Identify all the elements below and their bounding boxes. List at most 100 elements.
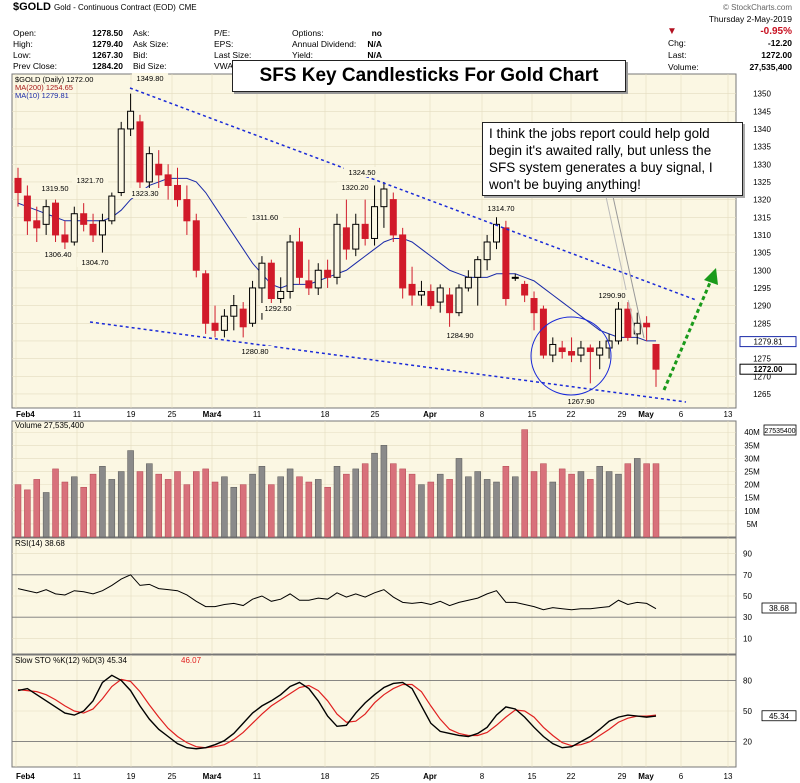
candle	[511, 273, 519, 281]
quote-field-label: Ask Size:	[133, 39, 169, 49]
candle	[267, 259, 275, 306]
candle	[539, 305, 547, 359]
candle	[202, 270, 210, 334]
price-label-bg	[76, 257, 114, 267]
candle-body	[295, 241, 303, 278]
quote-field: Last Size:	[214, 50, 284, 61]
x-tick-label-bottom: 29	[618, 772, 627, 781]
legend-entry: MA(200) 1254.65	[15, 83, 73, 92]
candle-body	[643, 322, 651, 328]
x-tick-label-bottom: Feb4	[16, 772, 35, 781]
candle	[568, 337, 576, 363]
volume-bar	[52, 468, 59, 538]
quote-field-value: 1267.30	[92, 50, 123, 60]
price-tick-label: 1270	[753, 372, 771, 381]
change-pct: -0.95%	[760, 26, 792, 37]
quote-field-label: Low:	[13, 50, 31, 60]
volume-bar	[512, 476, 519, 538]
x-tick-label-bottom: 13	[724, 772, 733, 781]
rsi-tag: 38.68	[769, 604, 790, 613]
volume-bar	[268, 484, 275, 538]
volume-bar	[249, 473, 256, 538]
price-tick-label: 1305	[753, 249, 771, 258]
annotation-box: I think the jobs report could help gold …	[482, 122, 743, 196]
candle-body	[577, 347, 585, 356]
volume-bar	[258, 466, 266, 538]
x-tick-label: 25	[168, 410, 177, 419]
price-label: 1349.80	[136, 74, 163, 83]
candle	[586, 344, 594, 384]
candle-body	[417, 290, 425, 296]
price-tag: 1279.81	[754, 338, 783, 347]
volume-bar	[33, 479, 41, 538]
candle	[436, 284, 444, 313]
rsi-tag-box	[761, 602, 797, 614]
candle	[643, 316, 651, 341]
quote-field: Yield: N/A	[292, 50, 382, 61]
quote-field-label: Annual Dividend:	[292, 39, 357, 49]
candle	[220, 309, 228, 338]
x-tick-label-bottom: 22	[567, 772, 576, 781]
price-tick-label: 1265	[753, 390, 771, 399]
quote-field: P/E:	[214, 28, 284, 39]
candle-body	[596, 347, 604, 356]
candle	[42, 199, 50, 235]
volume-bar	[652, 463, 660, 538]
quote-field-label: Options:	[292, 28, 324, 38]
price-tick-label: 1295	[753, 284, 771, 293]
candle-body	[155, 163, 163, 176]
quote-field: Ask:	[133, 28, 203, 39]
x-tick-label: 8	[480, 410, 485, 419]
x-tick-label-bottom: Mar4	[203, 772, 222, 781]
candle-body	[230, 305, 238, 317]
volume-bar	[361, 463, 369, 538]
candle	[399, 227, 407, 299]
quote-field-label: Yield:	[292, 50, 313, 60]
candle	[371, 185, 379, 246]
price-label: 1306.40	[44, 250, 71, 259]
candle	[33, 206, 41, 242]
candle-body	[568, 351, 576, 356]
candle	[127, 93, 135, 136]
rsi-line	[17, 574, 657, 611]
candle	[80, 203, 88, 232]
volume-bar	[230, 486, 238, 538]
candle-body	[614, 308, 622, 342]
volume-tick-label: 5M	[746, 520, 757, 529]
volume-bar	[540, 463, 547, 538]
price-label-bg	[593, 290, 631, 300]
candle-body	[183, 199, 191, 222]
candle-body	[455, 287, 463, 314]
candle-body	[42, 206, 50, 225]
quote-fields-mid2: P/E: EPS: Last Size: VWAP:	[214, 28, 284, 72]
volume-bar	[418, 484, 425, 538]
volume-bar	[568, 473, 575, 538]
price-tick-label: 1345	[753, 107, 771, 116]
x-tick-label: 18	[321, 410, 330, 419]
candle	[174, 167, 181, 207]
price-label-bg	[71, 175, 109, 185]
price-label-bg	[343, 167, 381, 177]
price-label-bg	[246, 212, 284, 222]
sto-tag: 45.34	[769, 712, 790, 721]
x-tick-label-bottom: 6	[679, 772, 684, 781]
support-circle	[530, 316, 612, 396]
candle	[624, 302, 632, 341]
price-label-bg	[336, 182, 374, 192]
volume-bar	[333, 466, 341, 538]
price-tick-label: 1325	[753, 178, 771, 187]
price-tick-label: 1335	[753, 143, 771, 152]
volume-bar	[155, 473, 162, 538]
volume-bar	[399, 468, 406, 538]
candle	[277, 277, 285, 306]
volume-bar	[615, 473, 622, 538]
candle-body	[249, 287, 257, 324]
volume-tick-label: 25M	[744, 468, 760, 477]
volume-bar	[352, 468, 360, 538]
volume-bar	[136, 471, 144, 538]
candle	[596, 340, 604, 370]
candle-body	[108, 195, 116, 222]
volume-bar	[221, 476, 228, 538]
price-label-bg	[126, 188, 164, 198]
price-label-bg	[131, 73, 169, 83]
